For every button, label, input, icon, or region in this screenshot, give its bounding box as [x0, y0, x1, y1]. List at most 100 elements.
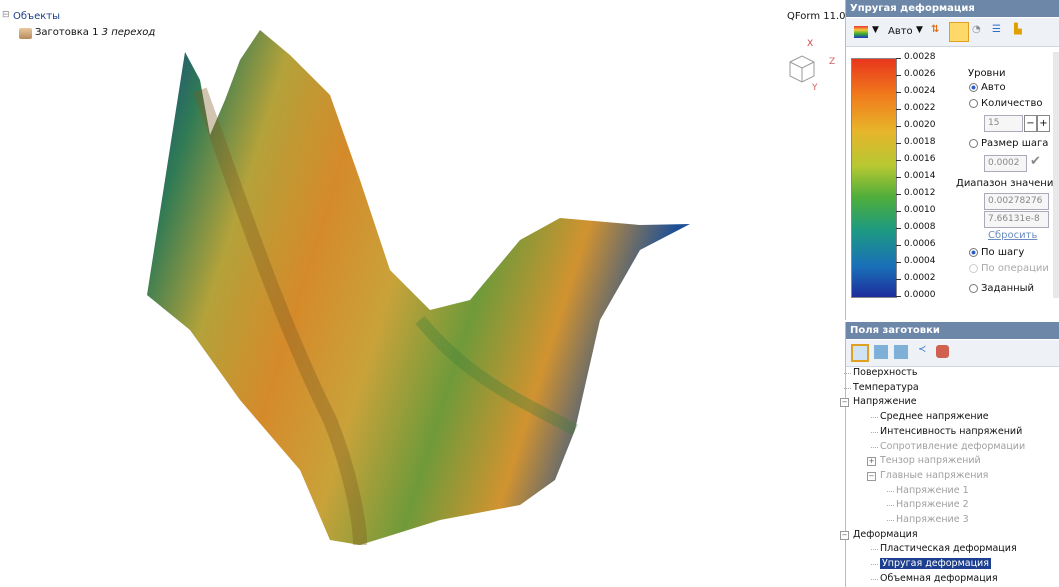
radio-label: Размер шага	[981, 138, 1048, 149]
tool-button[interactable]	[851, 344, 869, 362]
tree-connector	[887, 505, 894, 506]
scale-tick	[896, 211, 901, 212]
item-label: Напряжение 1	[896, 485, 969, 496]
range-title: Диапазон значений по	[956, 178, 1059, 189]
levels-title: Уровни	[968, 68, 1006, 79]
tree-connector	[871, 417, 878, 418]
tree-item[interactable]: Напряжение 2	[896, 498, 969, 512]
swap-button[interactable]: ⇅	[931, 24, 939, 35]
count-input[interactable]: 15	[984, 115, 1023, 132]
item-label: Главные напряжения	[880, 470, 988, 481]
tree-connector	[871, 564, 878, 565]
radio-count[interactable]: Количество	[969, 98, 1043, 109]
fields-toolbar: ≺	[846, 340, 1059, 367]
tree-connector	[871, 549, 878, 550]
radio-label: Авто	[981, 82, 1006, 93]
item-label: Объемная деформация	[880, 573, 998, 584]
scale-label: 0.0004	[904, 256, 936, 266]
scale-label: 0.0000	[904, 290, 936, 300]
levels-button[interactable]: ☰	[992, 24, 1001, 35]
scale-tick	[896, 245, 901, 246]
tree-item[interactable]: Напряжение 1	[896, 484, 969, 498]
item-label: Сопротивление деформации	[880, 441, 1025, 452]
scale-tick	[896, 92, 901, 93]
scale-label: 0.0010	[904, 205, 936, 215]
expander[interactable]: +	[867, 457, 876, 466]
tree-connector	[844, 373, 851, 374]
palette-button[interactable]	[854, 26, 868, 38]
scale-label: 0.0020	[904, 120, 936, 130]
tree-item[interactable]: Главные напряжения	[880, 469, 988, 483]
tool-button[interactable]	[936, 345, 949, 358]
scale-label: 0.0014	[904, 171, 936, 181]
axis-y: Y	[811, 83, 818, 93]
item-label: Поверхность	[853, 367, 917, 378]
scale-tick	[896, 109, 901, 110]
plus-button[interactable]: +	[1037, 115, 1050, 132]
toolbar: ▼ Авто ▼ ⇅ ◔ ☰ ▙	[846, 18, 1059, 47]
tree-item[interactable]: Объемная деформация	[880, 572, 998, 586]
color-scale	[851, 58, 897, 298]
range-min[interactable]: 7.66131e-8	[984, 211, 1049, 228]
scale-tick	[896, 126, 901, 127]
scale-label: 0.0026	[904, 69, 936, 79]
radio-by-operation[interactable]: По операции	[969, 263, 1049, 274]
radio-step[interactable]: Размер шага	[969, 138, 1048, 149]
tree-item[interactable]: Поверхность	[853, 366, 917, 380]
scale-tick	[896, 262, 901, 263]
tree-item[interactable]: Упругая деформация	[880, 557, 991, 571]
scrollbar[interactable]	[1053, 52, 1059, 298]
scale-label: 0.0006	[904, 239, 936, 249]
dropdown-arrow[interactable]: ▼	[872, 25, 879, 35]
dropdown-arrow[interactable]: ▼	[916, 25, 923, 35]
tree-item[interactable]: Температура	[853, 381, 919, 395]
legend-panel: Упругая деформация ▼ Авто ▼ ⇅ ◔ ☰ ▙ 0.00…	[845, 0, 1059, 320]
model-view: X Z Y	[0, 0, 845, 587]
scale-tick	[896, 75, 901, 76]
tree-connector	[871, 579, 878, 580]
radio-label: Количество	[981, 98, 1043, 109]
range-max[interactable]: 0.00278276	[984, 193, 1049, 210]
minus-button[interactable]: −	[1024, 115, 1037, 132]
apply-check[interactable]: ✔	[1030, 154, 1041, 169]
tree-item[interactable]: Среднее напряжение	[880, 410, 989, 424]
radio-by-step[interactable]: По шагу	[969, 247, 1024, 258]
scale-label: 0.0016	[904, 154, 936, 164]
tree-item[interactable]: Деформация	[853, 528, 918, 542]
item-label: Напряжение	[853, 396, 917, 407]
scale-tick	[896, 177, 901, 178]
tool-button[interactable]: ≺	[918, 344, 926, 355]
tool-button[interactable]	[894, 345, 908, 359]
expander[interactable]: −	[840, 531, 849, 540]
radio-auto[interactable]: Авто	[969, 82, 1006, 93]
item-label: Интенсивность напряжений	[880, 426, 1022, 437]
reset-link[interactable]: Сбросить	[988, 230, 1037, 241]
scale-label: 0.0024	[904, 86, 936, 96]
tree-connector	[871, 447, 878, 448]
mode-dropdown[interactable]: Авто	[888, 26, 913, 37]
shading-button[interactable]	[949, 22, 969, 42]
tree-item[interactable]: Тензор напряжений	[880, 454, 981, 468]
radio-custom[interactable]: Заданный	[969, 283, 1034, 294]
histogram-button[interactable]: ▙	[1014, 24, 1022, 35]
axis-x: X	[807, 39, 813, 49]
item-label: Пластическая деформация	[880, 543, 1017, 554]
scale-label: 0.0022	[904, 103, 936, 113]
step-input[interactable]: 0.0002	[984, 155, 1027, 172]
tool-button[interactable]	[874, 345, 888, 359]
tree-item[interactable]: Интенсивность напряжений	[880, 425, 1022, 439]
tree-item[interactable]: Напряжение	[853, 395, 917, 409]
scale-tick	[896, 194, 901, 195]
tree-item[interactable]: Пластическая деформация	[880, 542, 1017, 556]
item-label: Температура	[853, 382, 919, 393]
scale-label: 0.0002	[904, 273, 936, 283]
tree-item[interactable]: Сопротивление деформации	[880, 440, 1025, 454]
scale-label: 0.0018	[904, 137, 936, 147]
scale-tick	[896, 58, 901, 59]
expander[interactable]: −	[867, 472, 876, 481]
contour-button[interactable]: ◔	[972, 24, 981, 35]
expander[interactable]: −	[840, 398, 849, 407]
scale-tick	[896, 296, 901, 297]
scale-label: 0.0028	[904, 52, 936, 62]
tree-item[interactable]: Напряжение 3	[896, 513, 969, 527]
